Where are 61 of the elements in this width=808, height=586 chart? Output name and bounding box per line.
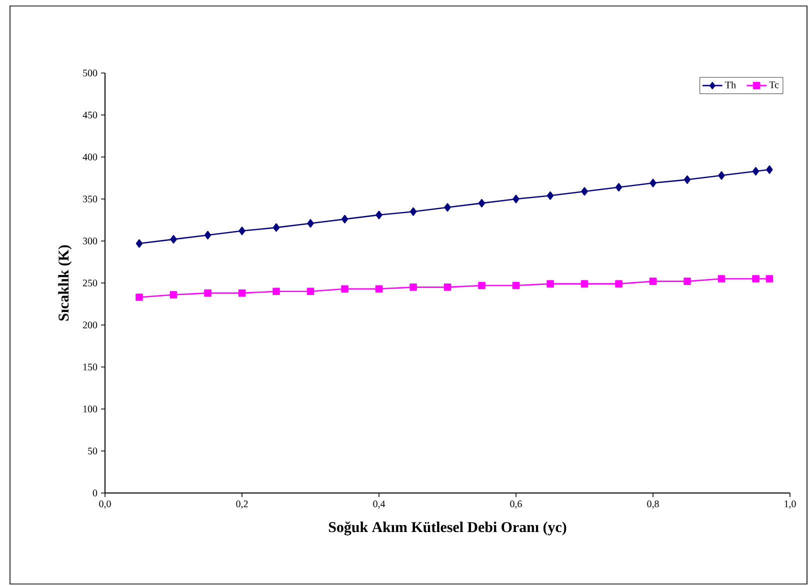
point [341, 214, 348, 224]
point [410, 284, 417, 291]
point [341, 285, 348, 293]
point [272, 288, 280, 296]
point [170, 291, 178, 298]
point [136, 239, 143, 248]
point [581, 187, 588, 196]
point [684, 175, 691, 184]
legend-label: Tc [769, 82, 779, 88]
point [512, 282, 520, 290]
y-tick-label: 350 [83, 196, 98, 202]
x-tick-label: 0,6 [510, 500, 522, 509]
x-tick-label: 0,8 [647, 500, 659, 509]
point [204, 289, 212, 297]
point [752, 275, 760, 282]
x-tick-label: 0,4 [373, 500, 386, 509]
point [512, 194, 520, 204]
y-tick-label: 50 [88, 448, 98, 454]
y-tick-label: 150 [83, 364, 98, 370]
legend-label: Th [725, 81, 736, 88]
point [650, 178, 656, 188]
x-tick-label: 0,2 [236, 500, 248, 509]
y-tick-label: 100 [83, 406, 98, 412]
x-tick-label: 0,0 [99, 500, 111, 509]
x-axis-title: Soğuk Akım Kütlesel Debi Oranı (yc) [328, 522, 566, 536]
point [376, 210, 382, 220]
point [546, 280, 554, 288]
point [615, 182, 622, 192]
point [410, 207, 417, 216]
point [718, 171, 725, 180]
point [238, 226, 246, 236]
y-tick-label: 0 [92, 490, 98, 496]
point [170, 235, 177, 244]
point [649, 278, 657, 285]
point [375, 285, 383, 293]
point [615, 280, 622, 288]
point [444, 203, 451, 212]
y-tick-label: 500 [83, 70, 98, 76]
point [306, 288, 314, 296]
point [272, 223, 280, 232]
point [238, 289, 246, 297]
point [546, 191, 554, 200]
x-tick-label: 1,0 [784, 500, 796, 509]
point [478, 198, 486, 208]
point [478, 282, 486, 290]
y-tick-label: 300 [83, 238, 98, 244]
point [444, 284, 452, 291]
point [136, 294, 143, 301]
point [766, 275, 774, 282]
point [684, 278, 691, 285]
point [766, 165, 773, 174]
point [307, 219, 314, 228]
point [718, 275, 726, 282]
y-tick-label: 400 [82, 154, 98, 160]
y-tick-label: 200 [82, 322, 98, 328]
y-tick-label: 450 [82, 112, 98, 118]
y-axis-title: Sıcaklık (K) [58, 245, 72, 321]
point [580, 280, 588, 288]
point [204, 230, 212, 240]
y-tick-label: 250 [82, 280, 98, 286]
point [752, 167, 760, 176]
